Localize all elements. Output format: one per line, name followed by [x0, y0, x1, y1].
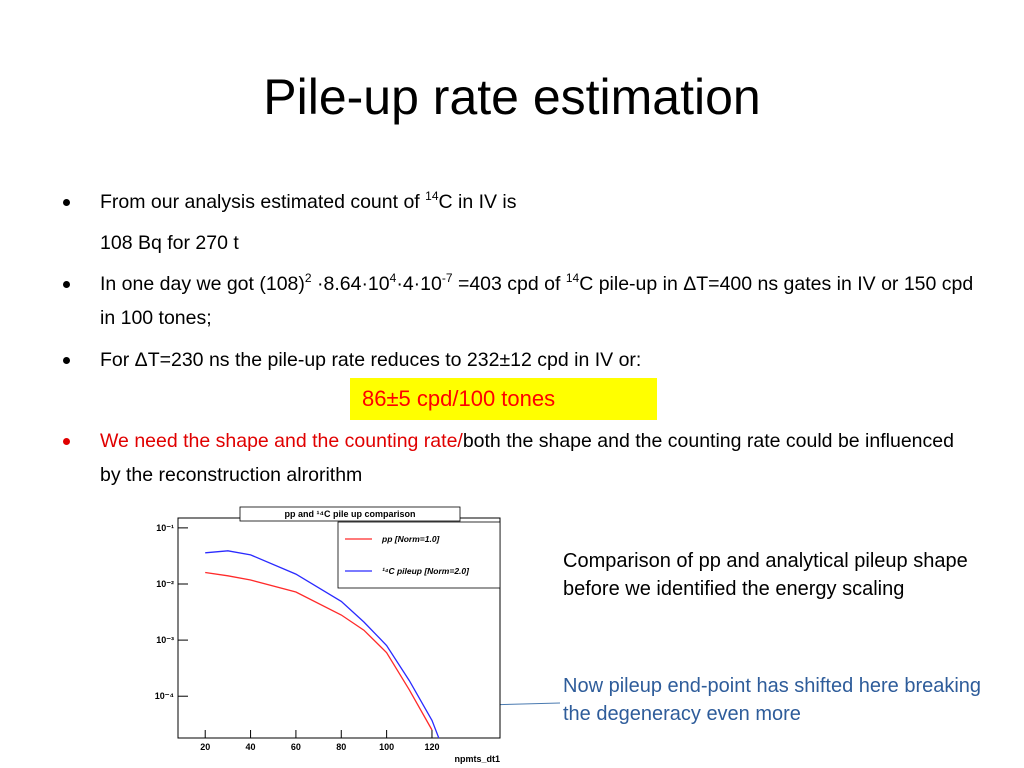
legend-box — [337, 521, 501, 589]
bullet: From our analysis estimated count of 14C… — [63, 185, 975, 219]
text-run: C in IV is — [438, 191, 517, 213]
text-run: For ΔT=230 ns the pile-up rate reduces t… — [100, 349, 642, 371]
bullet: In one day we got (108)2 ·8.64·104·4·10-… — [63, 267, 975, 335]
note: Comparison of pp and analytical pileup s… — [563, 550, 968, 600]
text-run: ·4·10 — [396, 273, 442, 295]
y-tick-label: 10⁻³ — [156, 635, 174, 645]
superscript: -7 — [441, 271, 453, 285]
bullet: We need the shape and the counting rate/… — [63, 424, 975, 492]
bullet-dot — [63, 281, 70, 288]
series-line — [205, 571, 433, 731]
x-tick-label: 40 — [246, 742, 256, 752]
bullet: For ΔT=230 ns the pile-up rate reduces t… — [63, 343, 975, 377]
x-tick-label: 120 — [424, 742, 439, 752]
text-run: We need the shape and the counting rate/ — [100, 430, 463, 452]
plot-title: pp and ¹⁴C pile up comparison — [285, 509, 416, 519]
highlight-box: 86±5 cpd/100 tones — [350, 378, 657, 420]
plot-title-box — [239, 506, 461, 522]
superscript: 14 — [565, 271, 580, 285]
series-line — [205, 550, 440, 739]
text-run: ·8.64·10 — [311, 273, 390, 295]
bullet-dot — [63, 199, 70, 206]
text-run: 108 Bq for 270 t — [100, 232, 239, 254]
superscript: 4 — [389, 271, 397, 285]
slide-title: Pile-up rate estimation — [263, 69, 761, 125]
x-tick-label: 20 — [200, 742, 210, 752]
y-tick-label: 10⁻² — [156, 579, 174, 589]
bullet-dot — [63, 438, 70, 445]
x-axis-label: npmts_dt1 — [454, 754, 500, 764]
legend-label: ¹⁴C pileup [Norm=2.0] — [382, 566, 470, 576]
note-blue: Now pileup end-point has shifted here br… — [563, 675, 982, 725]
x-tick-label: 60 — [291, 742, 301, 752]
text-run: C pile-up in ΔT=400 ns gates in IV or 15… — [100, 273, 974, 329]
bullet-dot — [63, 357, 70, 364]
text-run: both the shape and the counting rate cou… — [100, 430, 954, 486]
superscript: 14 — [425, 189, 439, 203]
bullet-continuation: 108 Bq for 270 t — [100, 226, 975, 260]
superscript: 2 — [304, 271, 312, 285]
text-run: In one day we got (108) — [100, 273, 305, 295]
x-tick-label: 80 — [336, 742, 346, 752]
y-tick-label: 10⁻¹ — [156, 523, 174, 533]
x-tick-label: 100 — [379, 742, 394, 752]
text-run: =403 cpd of — [452, 273, 566, 295]
legend-label: pp [Norm=1.0] — [381, 534, 441, 544]
text-run: From our analysis estimated count of — [100, 191, 426, 213]
y-tick-label: 10⁻⁴ — [155, 691, 174, 701]
